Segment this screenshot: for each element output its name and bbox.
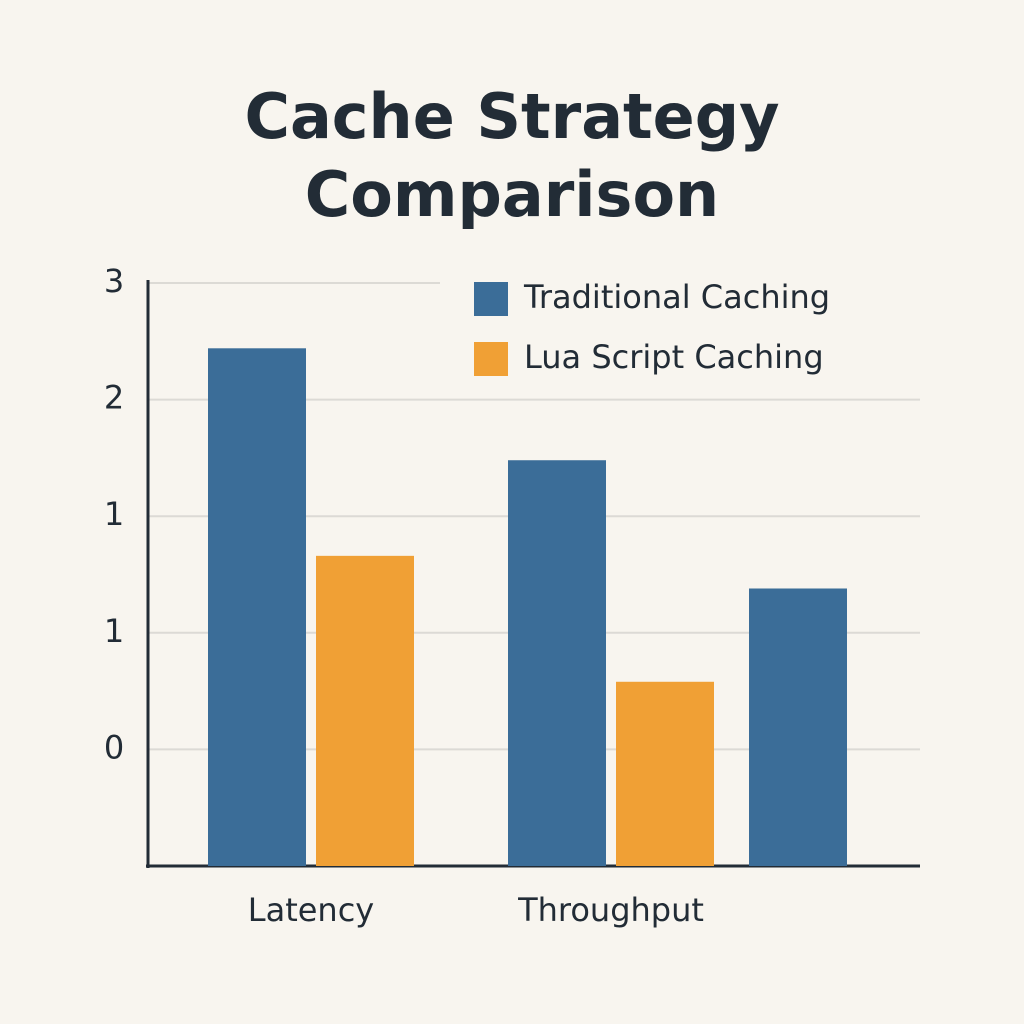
bar (749, 588, 847, 866)
x-tick-label: Throughput (517, 891, 704, 929)
legend-label: Traditional Caching (523, 278, 830, 316)
x-tick-label: Latency (248, 891, 374, 929)
legend-label: Lua Script Caching (524, 338, 824, 376)
legend-swatch (474, 342, 508, 376)
y-tick-label: 1 (104, 495, 124, 533)
y-tick-label: 0 (104, 728, 124, 766)
bar (616, 681, 714, 866)
legend-swatch (474, 282, 508, 316)
y-tick-label: 2 (104, 379, 124, 417)
y-tick-label: 1 (104, 612, 124, 650)
bar (316, 555, 414, 866)
chart-title: Cache Strategy Comparison (244, 80, 780, 231)
bar (508, 460, 606, 866)
bar (208, 348, 306, 866)
y-tick-label: 3 (104, 262, 124, 300)
